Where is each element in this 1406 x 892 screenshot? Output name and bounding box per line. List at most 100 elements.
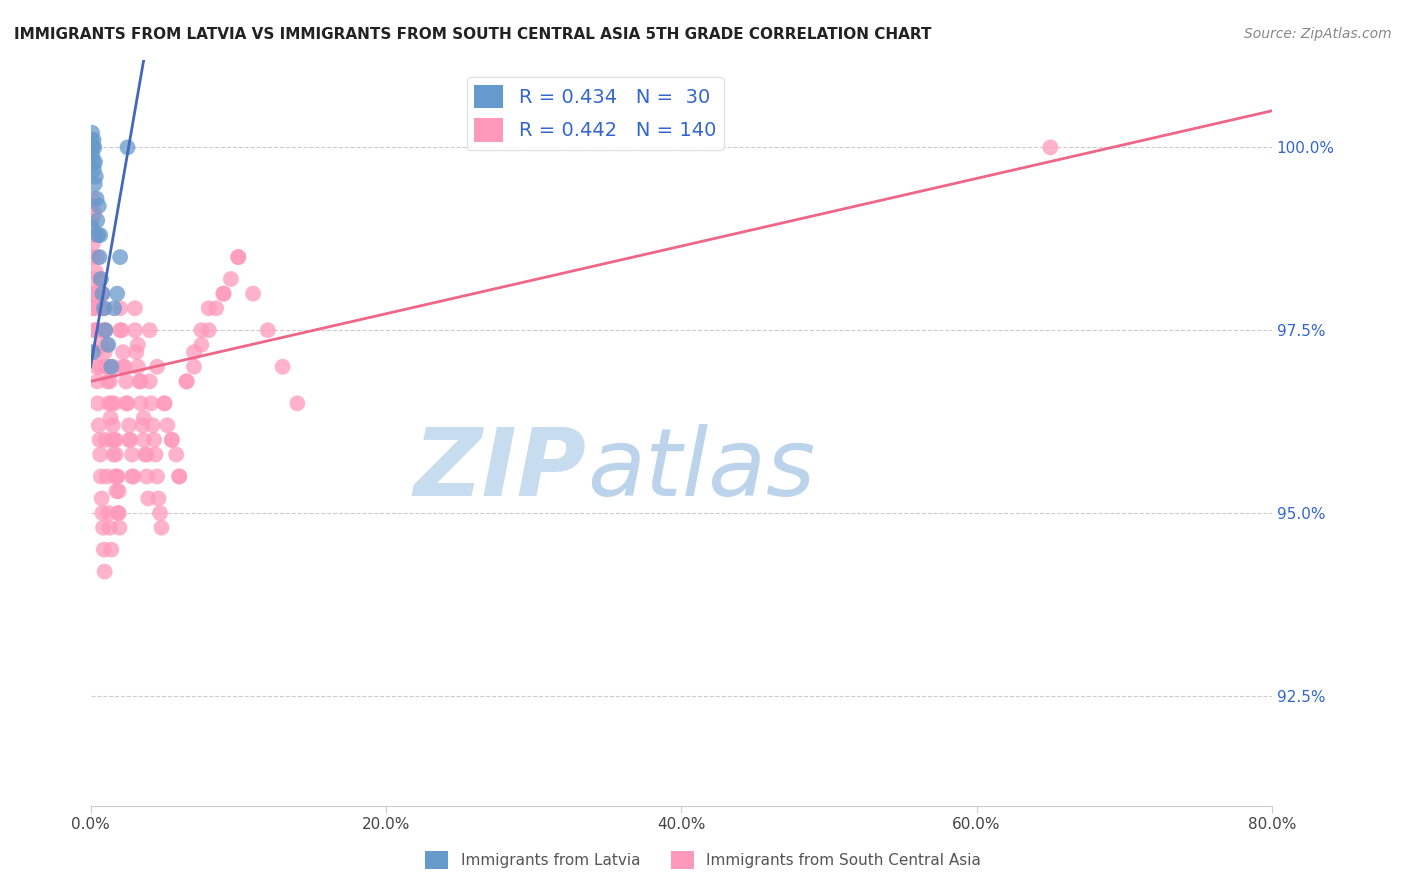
Point: [124, 301, 146, 316]
Point: [129, 375, 152, 389]
Point: [84, 265, 107, 279]
Point: [115, 375, 138, 389]
Point: [107, 506, 129, 520]
Point: [97, 338, 120, 352]
Point: [100, 396, 122, 410]
Point: [91, 323, 114, 337]
Point: [84, 228, 107, 243]
Point: [107, 506, 129, 520]
Point: [197, 301, 219, 316]
Legend: Immigrants from Latvia, Immigrants from South Central Asia: Immigrants from Latvia, Immigrants from …: [419, 845, 987, 875]
Point: [84, 345, 107, 359]
Point: [167, 469, 190, 483]
Point: [104, 469, 127, 483]
Point: [176, 375, 198, 389]
Point: [127, 359, 149, 374]
Point: [97, 359, 120, 374]
Point: [90, 338, 112, 352]
Point: [226, 250, 249, 264]
Point: [82, 140, 104, 154]
Point: [82, 192, 104, 206]
Point: [98, 521, 121, 535]
Point: [83, 286, 105, 301]
Point: [96, 338, 118, 352]
Point: [125, 345, 148, 359]
Point: [86, 213, 108, 227]
Point: [93, 542, 115, 557]
Point: [82, 286, 104, 301]
Point: [165, 448, 187, 462]
Point: [91, 521, 114, 535]
Point: [86, 359, 108, 374]
Point: [114, 359, 136, 374]
Point: [93, 565, 115, 579]
Point: [84, 323, 107, 337]
Point: [205, 301, 228, 316]
Point: [219, 272, 242, 286]
Point: [80, 213, 103, 227]
Point: [183, 359, 205, 374]
Point: [107, 484, 129, 499]
Point: [112, 345, 135, 359]
Point: [190, 323, 212, 337]
Point: [135, 469, 157, 483]
Point: [122, 469, 145, 483]
Point: [100, 542, 122, 557]
Point: [96, 469, 118, 483]
Point: [226, 250, 249, 264]
Point: [120, 433, 142, 447]
Point: [285, 396, 308, 410]
Point: [83, 301, 105, 316]
Point: [156, 418, 179, 433]
Point: [197, 323, 219, 337]
Point: [83, 206, 105, 220]
Point: [94, 433, 117, 447]
Point: [143, 433, 166, 447]
Point: [108, 323, 131, 337]
Point: [118, 433, 141, 447]
Point: [103, 448, 125, 462]
Point: [145, 448, 167, 462]
Point: [91, 286, 114, 301]
Point: [100, 411, 122, 425]
Point: [212, 286, 235, 301]
Point: [108, 301, 131, 316]
Point: [84, 155, 107, 169]
Point: [103, 433, 125, 447]
Point: [83, 140, 105, 154]
Point: [98, 375, 121, 389]
Point: [115, 396, 138, 410]
Point: [82, 345, 104, 359]
Point: [212, 286, 235, 301]
Point: [100, 359, 122, 374]
Point: [98, 396, 121, 410]
Point: [101, 433, 124, 447]
Point: [135, 448, 157, 462]
Point: [117, 396, 139, 410]
Point: [146, 469, 169, 483]
Point: [128, 375, 150, 389]
Point: [87, 323, 110, 337]
Point: [93, 301, 115, 316]
Point: [160, 433, 183, 447]
Point: [124, 323, 146, 337]
Point: [105, 484, 128, 499]
Point: [80, 220, 103, 235]
Point: [242, 286, 264, 301]
Point: [83, 323, 105, 337]
Point: [97, 375, 120, 389]
Point: [93, 301, 115, 316]
Point: [108, 521, 131, 535]
Point: [86, 250, 108, 264]
Point: [94, 359, 117, 374]
Point: [89, 433, 111, 447]
Point: [1039, 140, 1062, 154]
Text: atlas: atlas: [586, 425, 815, 516]
Point: [80, 140, 103, 154]
Point: [141, 396, 163, 410]
Point: [104, 448, 127, 462]
Point: [86, 192, 108, 206]
Point: [93, 345, 115, 359]
Point: [105, 469, 128, 483]
Point: [86, 375, 108, 389]
